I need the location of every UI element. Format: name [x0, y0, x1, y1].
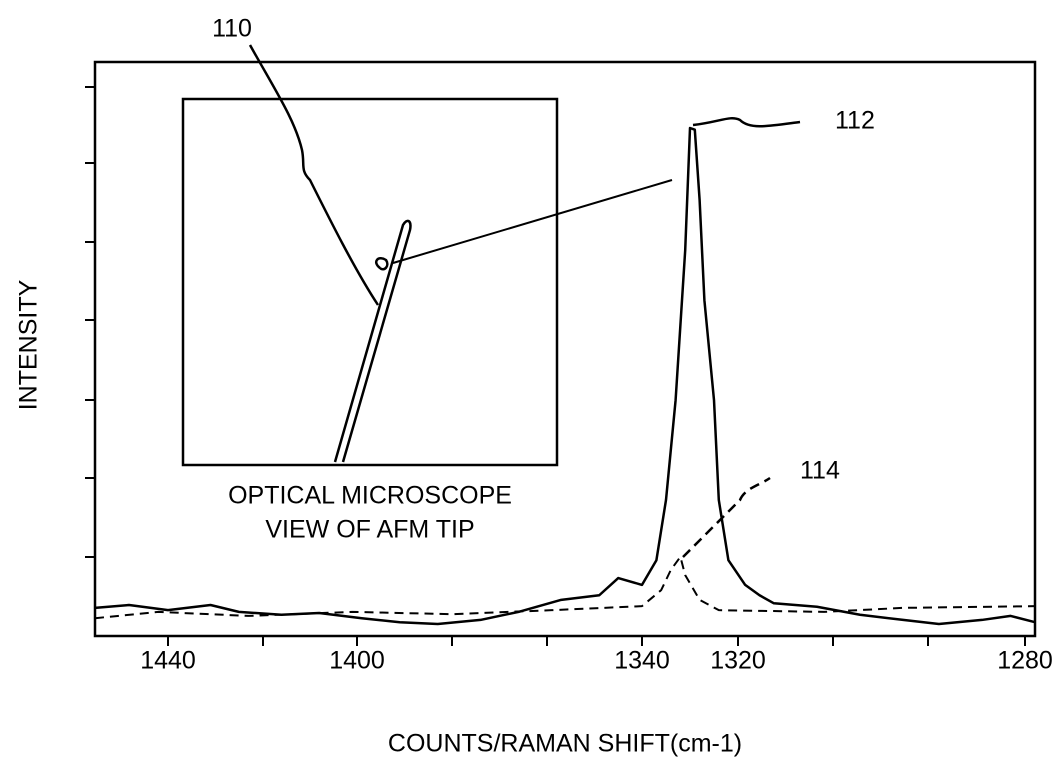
- y-axis-label: INTENSITY: [15, 279, 43, 410]
- leader-114: [682, 476, 771, 558]
- series-label: 114: [800, 457, 840, 485]
- annotation: VIEW OF AFM TIP: [265, 516, 474, 544]
- x-tick-label: 1280: [997, 647, 1053, 675]
- leader-112: [692, 117, 801, 128]
- leader-110: [248, 44, 380, 306]
- x-axis-label: COUNTS/RAMAN SHIFT(cm-1): [388, 730, 742, 758]
- pointer-line: [392, 179, 673, 264]
- x-tick-label: 1440: [140, 647, 196, 675]
- x-tick-label: 1320: [710, 647, 766, 675]
- particle: [375, 257, 389, 271]
- series-line: [94, 126, 1036, 626]
- plot-frame: [93, 60, 1037, 638]
- minor-ticks: [85, 86, 929, 646]
- inset-frame: [181, 97, 559, 467]
- afm-tip: [333, 219, 412, 463]
- inset-drawing: [248, 44, 801, 558]
- x-tick-label: 1400: [329, 647, 385, 675]
- annotation: 110: [212, 15, 252, 43]
- x-tick-label: 1340: [614, 647, 670, 675]
- series-label: 112: [835, 107, 875, 135]
- annotation: OPTICAL MICROSCOPE: [228, 482, 512, 510]
- series-line: [94, 555, 1036, 620]
